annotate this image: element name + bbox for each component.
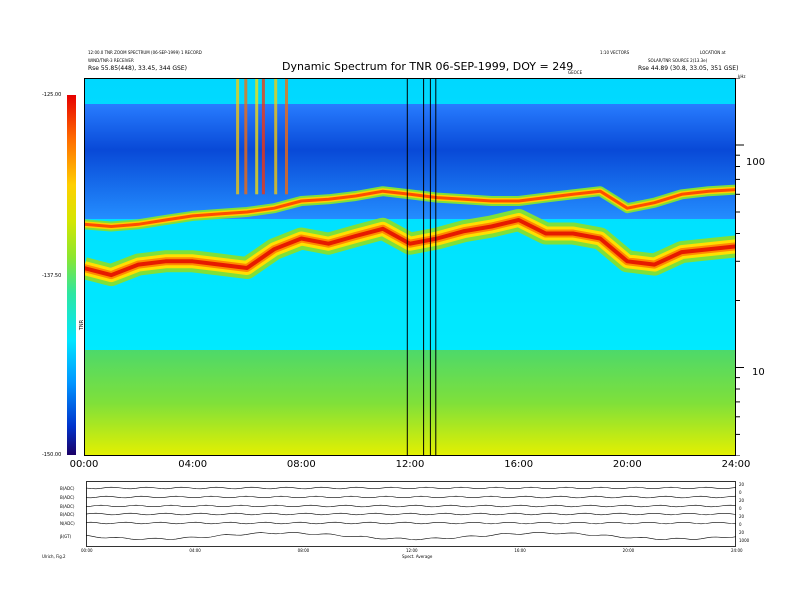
lower-panel-label: B(ADC) [60, 495, 75, 500]
colorbar-tick-top: -125.00 [42, 92, 62, 98]
lower-series-line-2 [86, 495, 736, 499]
unit-label: kHz [738, 74, 746, 79]
lower-x-tick-label: 24:00 [731, 548, 743, 553]
radio-burst-4 [261, 78, 265, 195]
colorbar-tick-bottom: -150.00 [42, 452, 62, 458]
lower-panel-label: B(ADC) [60, 504, 75, 509]
lower-series-line-6 [86, 532, 736, 541]
x-tick-label: 20:00 [612, 459, 642, 470]
x-tick-label: 04:00 [178, 459, 208, 470]
upper-emission-band [84, 188, 736, 228]
lower-right-tick: 0 [739, 522, 742, 527]
lower-right-tick: 20 [739, 514, 745, 519]
header-left-line3: Rse 55.85(448), 33.45, 344 GSE) [88, 65, 187, 72]
lower-right-tick: 20 [739, 530, 745, 535]
lower-series-line-3 [86, 504, 736, 508]
lower-x-tick-label: 12:00 [406, 548, 418, 553]
header-right-line4: Rse 44.89 (30.8, 33.05, 351 GSE) [638, 65, 739, 72]
radio-burst-2 [244, 78, 248, 195]
header-right-line3: SOLAR/TNR SOURCE 2(13.3e) [648, 58, 708, 63]
lower-x-tick-label: 16:00 [514, 548, 526, 553]
lower-right-tick: 20 [739, 498, 745, 503]
radio-burst-6 [285, 78, 288, 195]
x-tick-label: 24:00 [721, 459, 751, 470]
lower-series-line-1 [86, 486, 736, 490]
header-center-small: GEOCE [568, 70, 583, 75]
plot-frame [84, 78, 736, 456]
header-left-line2: WIND/TNR-3 RECEIVER [88, 58, 134, 63]
lower-x-tick-label: 20:00 [622, 548, 635, 553]
header-right-line2: LOCATION at [700, 50, 726, 55]
footer-center: Spect. Average [402, 554, 433, 559]
lower-timeseries-panel [86, 481, 736, 547]
x-tick-label: 00:00 [69, 459, 99, 470]
lower-panel-label: N(ADC) [60, 521, 75, 526]
high-frequency-dark-region [84, 104, 736, 219]
radio-burst-1 [236, 78, 240, 195]
lower-series-line-4 [86, 512, 736, 516]
lower-panel-label: β(GT) [60, 534, 72, 539]
colorbar-tick-mid: -137.50 [42, 273, 62, 279]
y-tick-10: 10 [752, 367, 765, 378]
lower-x-tick-label: 08:00 [297, 548, 310, 553]
lower-right-tick: 0 [739, 490, 742, 495]
low-frequency-noise-band [84, 350, 736, 456]
x-tick-label: 08:00 [286, 459, 316, 470]
lower-x-tick-label: 04:00 [189, 548, 201, 553]
y-tick-100: 100 [746, 157, 766, 168]
chart-title: Dynamic Spectrum for TNR 06-SEP-1999, DO… [282, 60, 574, 73]
lower-x-tick-label: 00:00 [81, 548, 93, 553]
colorbar [67, 95, 76, 455]
header-right-line1: 1:10 VECTORS [600, 50, 630, 55]
lower-series-line-5 [86, 521, 736, 525]
radio-burst-3 [255, 78, 259, 195]
footer-left: Ulrich, Fig.2 [42, 554, 66, 559]
x-tick-label: 16:00 [504, 459, 534, 470]
header-left-line1: 12:00.0 TNR ZOOM SPECTRUM (06-SEP-1999) … [88, 50, 202, 55]
x-tick-label: 12:00 [395, 459, 425, 470]
lower-panel-label: B(ADC) [60, 512, 75, 517]
lower-right-tick: 0 [739, 506, 742, 511]
lower-right-tick: 20 [739, 482, 745, 487]
spectrogram-plot [84, 78, 736, 456]
lower-right-tick: 1000 [739, 538, 750, 543]
lower-panel-label: B(ADC) [60, 486, 75, 491]
lower-emission-band [84, 218, 736, 278]
radio-burst-5 [274, 78, 278, 195]
y-axis-ticks [736, 78, 744, 456]
